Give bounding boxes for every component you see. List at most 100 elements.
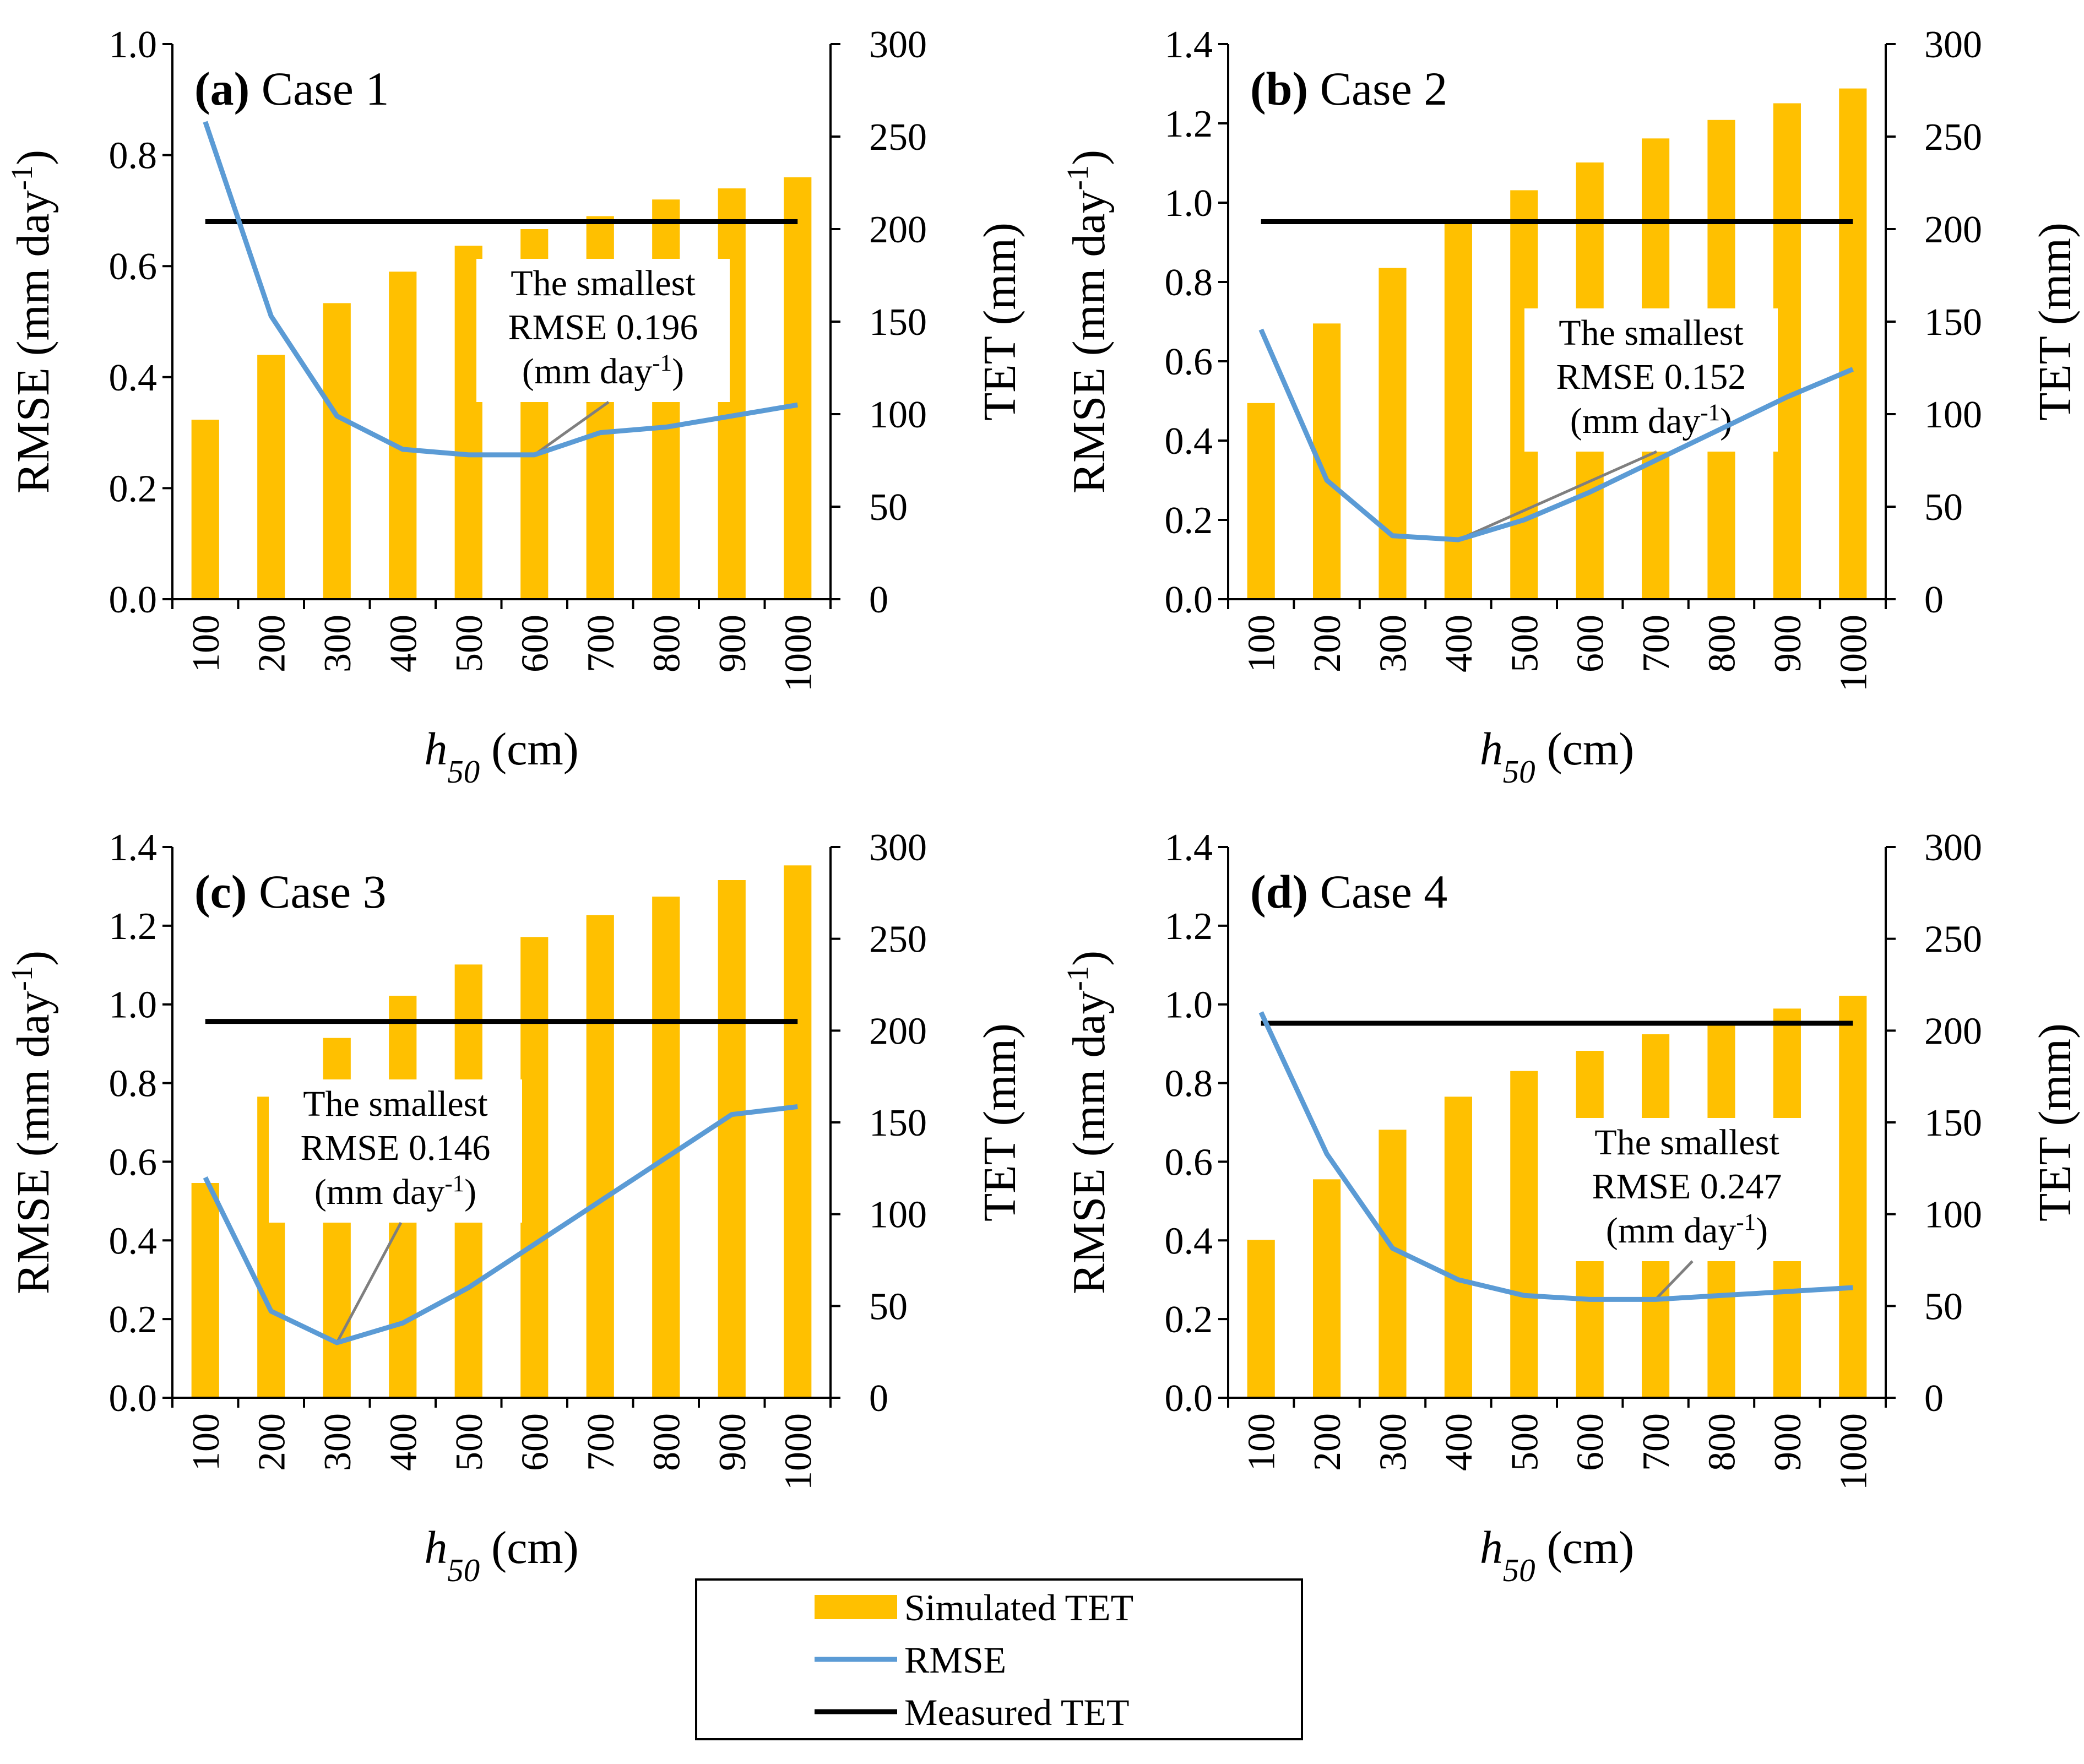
annotation-text: RMSE 0.196 bbox=[508, 307, 698, 348]
tet-bar bbox=[586, 915, 614, 1398]
x-tick-label: 700 bbox=[1635, 1413, 1678, 1471]
left-tick-label: 1.0 bbox=[109, 24, 158, 66]
annotation-text: The smallest bbox=[1559, 313, 1743, 353]
left-tick-label: 1.0 bbox=[1165, 984, 1213, 1027]
annotation-text: The smallest bbox=[1594, 1122, 1779, 1163]
legend-label: Measured TET bbox=[904, 1691, 1130, 1733]
x-axis-title: h50 (cm) bbox=[424, 724, 578, 790]
annotation-box bbox=[476, 259, 730, 402]
x-tick-label: 700 bbox=[580, 615, 622, 672]
left-tick-label: 1.4 bbox=[1165, 24, 1213, 66]
x-tick-label: 600 bbox=[1570, 615, 1612, 672]
right-tick-label: 300 bbox=[1924, 24, 1982, 66]
x-tick-label: 900 bbox=[712, 1413, 754, 1471]
tet-bar bbox=[1247, 1240, 1275, 1398]
left-tick-label: 0.6 bbox=[1165, 1141, 1213, 1184]
left-tick-label: 0.4 bbox=[1165, 420, 1213, 463]
tet-bar bbox=[520, 937, 549, 1398]
rmse-line bbox=[1258, 1011, 1853, 1302]
right-axis-title: TET (mm) bbox=[974, 1023, 1025, 1222]
panel-title: (b) Case 2 bbox=[1250, 62, 1447, 115]
left-axis-title: RMSE (mm day-1) bbox=[5, 951, 59, 1294]
tet-bar bbox=[1510, 1071, 1538, 1398]
x-tick-label: 800 bbox=[645, 1413, 688, 1471]
left-tick-label: 1.2 bbox=[1165, 905, 1213, 948]
annotation-leader-line bbox=[533, 400, 610, 456]
left-tick-label: 1.2 bbox=[1165, 103, 1213, 145]
x-tick-label: 800 bbox=[1701, 1413, 1744, 1471]
x-tick-label: 1000 bbox=[777, 1413, 820, 1490]
left-axis-title: RMSE (mm day-1) bbox=[1061, 951, 1115, 1294]
right-tick-label: 250 bbox=[869, 919, 927, 961]
x-tick-label: 1000 bbox=[1832, 615, 1875, 692]
annotation-leader-line bbox=[335, 1222, 403, 1344]
x-tick-label: 800 bbox=[1701, 615, 1744, 672]
tet-bar bbox=[1444, 1097, 1472, 1398]
left-tick-label: 0.2 bbox=[109, 468, 158, 510]
right-tick-label: 50 bbox=[1924, 486, 1963, 529]
tet-bar bbox=[1379, 1130, 1407, 1398]
tet-bar bbox=[257, 355, 285, 599]
left-axis-title: RMSE (mm day-1) bbox=[1061, 150, 1115, 493]
tet-bar bbox=[191, 420, 219, 599]
x-axis-title: h50 (cm) bbox=[1480, 724, 1634, 790]
left-tick-label: 1.0 bbox=[1165, 182, 1213, 225]
panel-title: (d) Case 4 bbox=[1250, 865, 1447, 918]
x-tick-label: 200 bbox=[251, 1413, 293, 1471]
tet-bar bbox=[1313, 1179, 1341, 1398]
annotation-box bbox=[1560, 1118, 1814, 1261]
panel-title: (a) Case 1 bbox=[194, 62, 389, 115]
x-tick-label: 200 bbox=[1306, 615, 1349, 672]
right-tick-label: 200 bbox=[869, 209, 927, 251]
right-tick-label: 200 bbox=[1924, 209, 1982, 251]
right-tick-label: 50 bbox=[1924, 1285, 1963, 1328]
right-tick-label: 0 bbox=[1924, 1377, 1944, 1420]
tet-bar bbox=[1379, 268, 1407, 599]
tet-bar bbox=[1247, 403, 1275, 599]
left-tick-label: 0.2 bbox=[109, 1299, 158, 1341]
left-tick-label: 0.8 bbox=[1165, 262, 1213, 304]
left-tick-label: 1.4 bbox=[1165, 827, 1213, 869]
right-tick-label: 0 bbox=[869, 579, 888, 621]
x-tick-label: 500 bbox=[1504, 615, 1546, 672]
right-tick-label: 300 bbox=[869, 827, 927, 869]
x-tick-label: 1000 bbox=[777, 615, 820, 692]
left-tick-label: 0.4 bbox=[109, 1220, 158, 1262]
left-tick-label: 0.4 bbox=[1165, 1220, 1213, 1262]
x-tick-label: 900 bbox=[1767, 615, 1809, 672]
left-tick-label: 0.6 bbox=[109, 1141, 158, 1184]
x-tick-label: 700 bbox=[580, 1413, 622, 1471]
right-tick-label: 200 bbox=[1924, 1010, 1982, 1052]
x-tick-label: 100 bbox=[185, 615, 227, 672]
legend: Simulated TET RMSE Measured TET bbox=[695, 1578, 1303, 1740]
left-tick-label: 1.0 bbox=[109, 984, 158, 1027]
annotation-text: The smallest bbox=[511, 263, 695, 303]
right-tick-label: 150 bbox=[1924, 1102, 1982, 1144]
x-tick-label: 600 bbox=[514, 615, 556, 672]
tet-bar bbox=[784, 177, 812, 599]
x-tick-label: 700 bbox=[1635, 615, 1678, 672]
x-axis-title: h50 (cm) bbox=[424, 1522, 578, 1588]
right-axis-title: TET (mm) bbox=[2029, 222, 2081, 421]
right-tick-label: 300 bbox=[869, 24, 927, 66]
left-axis-title: RMSE (mm day-1) bbox=[5, 150, 59, 493]
right-tick-label: 0 bbox=[1924, 579, 1944, 621]
right-tick-label: 50 bbox=[869, 486, 908, 529]
left-tick-label: 0.0 bbox=[1165, 579, 1213, 621]
right-tick-label: 50 bbox=[869, 1285, 908, 1328]
x-tick-label: 800 bbox=[645, 615, 688, 672]
tet-bar bbox=[191, 1183, 219, 1398]
tet-bar bbox=[1773, 103, 1801, 599]
left-tick-label: 0.6 bbox=[1165, 341, 1213, 383]
tet-bar bbox=[784, 865, 812, 1398]
right-tick-label: 300 bbox=[1924, 827, 1982, 869]
x-tick-label: 400 bbox=[382, 1413, 425, 1471]
x-tick-label: 500 bbox=[1504, 1413, 1546, 1471]
right-tick-label: 100 bbox=[1924, 394, 1982, 436]
left-tick-label: 1.4 bbox=[109, 827, 158, 869]
x-tick-label: 600 bbox=[514, 1413, 556, 1471]
annotation-leader-line bbox=[1654, 1260, 1694, 1301]
right-tick-label: 100 bbox=[869, 1194, 927, 1236]
